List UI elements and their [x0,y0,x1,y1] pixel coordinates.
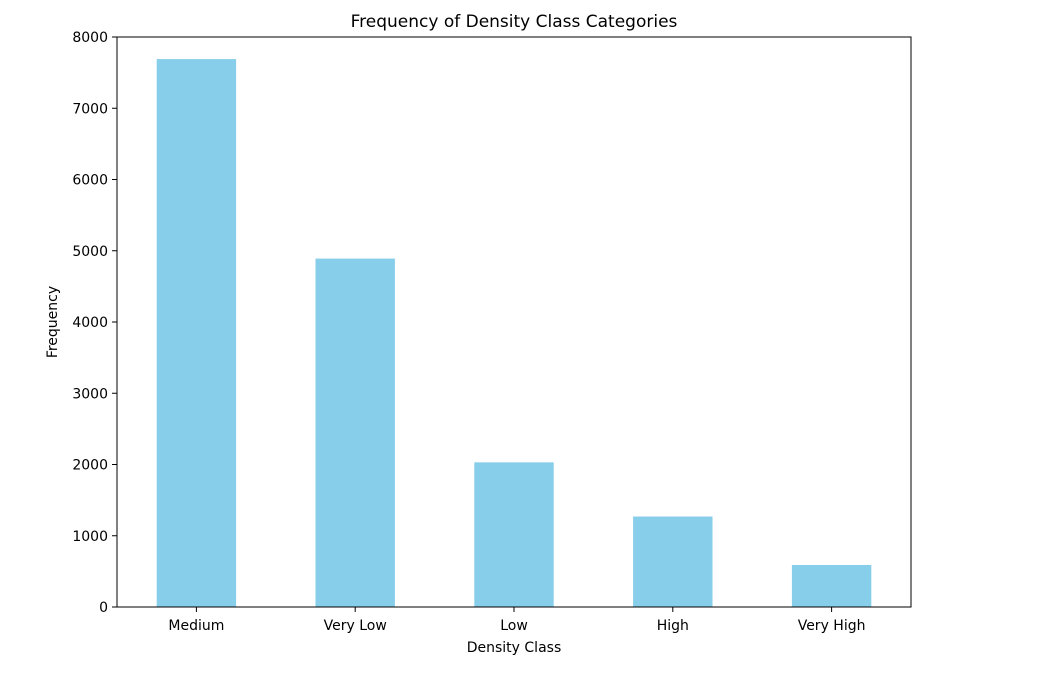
y-axis-label: Frequency [45,286,61,358]
bar [633,516,713,607]
y-tick-label: 1000 [72,529,108,545]
y-tick-label: 8000 [72,30,108,46]
y-axis-ticks: 0 1000 2000 3000 4000 5000 6000 7000 8000 [72,30,117,616]
bars [156,59,872,607]
y-tick-label: 2000 [72,458,108,474]
bar [315,258,395,607]
plot-frame [116,36,912,608]
y-tick-label: 3000 [72,386,108,402]
bar [791,564,872,607]
x-tick-label: High [657,618,689,634]
chart-title: Frequency of Density Class Categories [351,12,678,32]
y-tick-label: 4000 [72,315,108,331]
x-axis-ticks: Medium Very Low Low High Very High [168,607,865,634]
x-axis-label: Density Class [467,640,562,656]
bar [474,462,554,607]
y-tick-label: 0 [99,600,108,616]
y-tick-label: 7000 [72,101,108,117]
x-tick-label: Medium [168,618,224,634]
x-tick-label: Very Low [324,618,387,634]
y-tick-label: 6000 [72,173,108,189]
x-tick-label: Very High [798,618,866,634]
bar [156,59,237,607]
y-tick-label: 5000 [72,244,108,260]
x-tick-label: Low [500,618,528,634]
